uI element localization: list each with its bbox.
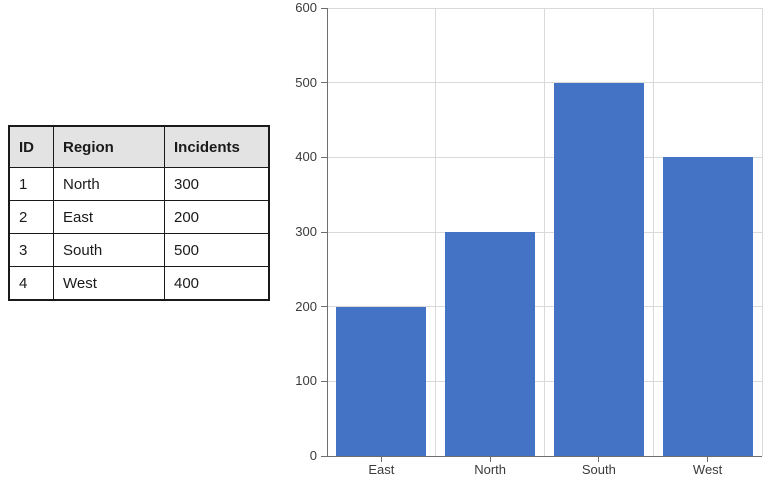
y-tick-label: 100 xyxy=(295,373,317,389)
x-axis-tick xyxy=(598,457,600,462)
cell-id: 1 xyxy=(8,167,54,201)
col-header-incidents: Incidents xyxy=(164,125,270,168)
y-axis-tick xyxy=(321,82,327,84)
y-gridline xyxy=(328,380,762,382)
y-axis-line xyxy=(327,8,328,456)
x-axis-tick xyxy=(707,457,709,462)
y-gridline xyxy=(328,7,762,9)
y-axis-tick xyxy=(321,455,327,457)
x-gridline xyxy=(761,8,763,456)
x-axis-tick xyxy=(489,457,491,462)
cell-region: East xyxy=(53,200,165,234)
y-axis-tick xyxy=(321,231,327,233)
table-header-row: ID Region Incidents xyxy=(8,125,270,168)
table-row: 1 North 300 xyxy=(8,167,270,201)
cell-id: 2 xyxy=(8,200,54,234)
cell-id: 4 xyxy=(8,266,54,301)
cell-id: 3 xyxy=(8,233,54,267)
bar-east xyxy=(336,306,427,456)
y-tick-label: 0 xyxy=(309,448,317,463)
y-gridline xyxy=(328,156,762,158)
y-gridline xyxy=(328,82,762,84)
cell-incidents: 400 xyxy=(164,266,270,301)
x-gridline xyxy=(544,8,545,456)
x-category-label: South xyxy=(581,462,616,477)
cell-incidents: 500 xyxy=(164,233,270,267)
data-table: ID Region Incidents 1 North 300 2 East 2… xyxy=(8,125,270,301)
bar-north xyxy=(445,232,536,456)
y-gridline xyxy=(328,306,762,308)
y-tick-label: 500 xyxy=(295,74,317,90)
x-category-label: East xyxy=(368,462,395,477)
y-axis-tick xyxy=(321,7,327,9)
x-gridline xyxy=(435,8,437,456)
col-header-region: Region xyxy=(53,125,165,168)
x-category-label: North xyxy=(474,462,507,477)
y-tick-label: 400 xyxy=(295,149,317,165)
table-row: 4 West 400 xyxy=(8,266,270,301)
y-axis-tick xyxy=(321,380,327,382)
y-tick-label: 300 xyxy=(295,224,317,239)
y-gridline xyxy=(328,231,762,233)
x-axis-tick xyxy=(380,457,382,462)
x-category-label: West xyxy=(692,462,723,477)
cell-region: South xyxy=(53,233,165,267)
y-axis-tick xyxy=(321,306,327,308)
cell-region: North xyxy=(53,167,165,201)
y-tick-label: 600 xyxy=(295,0,317,15)
bar-west xyxy=(662,157,753,456)
table-row: 3 South 500 xyxy=(8,233,270,267)
y-tick-label: 200 xyxy=(295,298,317,314)
y-axis-tick xyxy=(321,156,327,158)
cell-region: West xyxy=(53,266,165,301)
x-gridline xyxy=(652,8,654,456)
bar-south xyxy=(553,82,644,456)
cell-incidents: 300 xyxy=(164,167,270,201)
x-axis-line xyxy=(326,456,762,457)
